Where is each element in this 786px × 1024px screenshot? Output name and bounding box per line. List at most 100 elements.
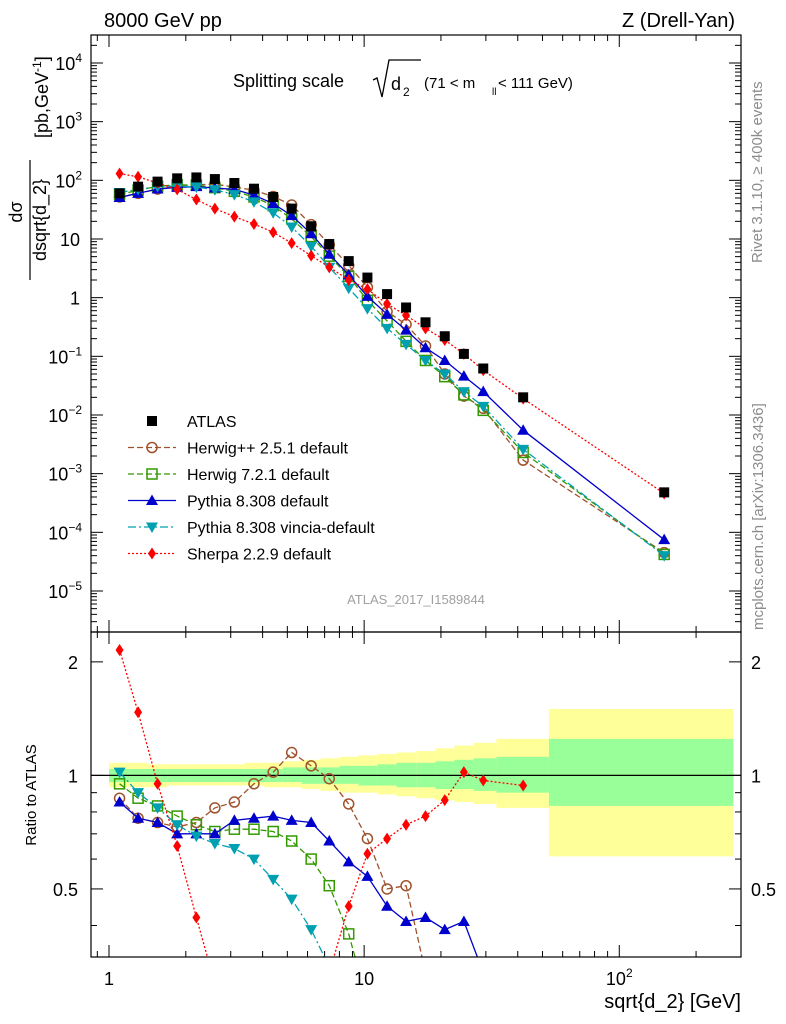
ratio-data-point <box>151 816 164 828</box>
y-tick-label: 10−5 <box>48 579 82 602</box>
data-point <box>268 191 279 202</box>
data-point <box>287 237 296 250</box>
data-point <box>344 273 353 286</box>
ratio-data-point <box>285 814 298 825</box>
legend-entry: Herwig 7.2.1 default <box>128 467 330 484</box>
legend-marker <box>148 547 156 560</box>
ratio-data-point <box>344 900 353 913</box>
data-point <box>134 170 143 183</box>
title-cut-sub: ll <box>492 87 496 98</box>
data-point <box>269 226 278 239</box>
series-pythia-8-308-default <box>113 180 671 545</box>
uncertainty-band-green <box>282 767 302 783</box>
data-point <box>325 261 334 274</box>
legend-label: ATLAS <box>187 414 237 431</box>
svg-text:Splitting scale: Splitting scale <box>233 71 344 91</box>
ratio-data-point <box>267 825 279 838</box>
ratio-y-axis-label: Ratio to ATLAS <box>23 744 40 845</box>
ratio-data-point <box>440 794 449 807</box>
data-point <box>400 339 413 351</box>
x-tick-label: 102 <box>606 966 633 989</box>
data-point <box>478 363 489 374</box>
series-atlas <box>114 172 670 498</box>
data-point <box>477 401 490 413</box>
ratio-data-point <box>342 798 355 810</box>
ratio-data-point <box>267 766 279 778</box>
series-line <box>119 184 665 555</box>
series-line <box>119 185 665 557</box>
main-plot-frame <box>90 34 742 633</box>
uncertainty-band-green <box>473 758 497 791</box>
data-point <box>307 249 316 262</box>
data-point <box>400 324 413 335</box>
ratio-data-point <box>132 812 145 823</box>
ratio-data-point <box>247 812 260 823</box>
y-tick-label: 10−2 <box>48 403 82 426</box>
data-point <box>267 208 280 219</box>
ratio-data-point <box>228 844 241 855</box>
series-pythia-8-308-vincia-default <box>113 181 671 562</box>
ylabel-units-end: ] <box>32 56 52 61</box>
data-point <box>342 283 355 295</box>
data-point <box>659 487 670 498</box>
ratio-data-point <box>113 796 126 807</box>
y-tick-label: 102 <box>55 168 82 191</box>
ratio-y-tick-label-right: 0.5 <box>751 880 776 900</box>
ratio-data-point <box>419 911 432 922</box>
data-point <box>343 256 354 267</box>
legend-label: Pythia 8.308 default <box>187 494 329 511</box>
legend-label: Sherpa 2.2.9 default <box>187 547 332 564</box>
data-point <box>249 218 258 231</box>
ratio-data-point <box>113 767 126 779</box>
ratio-data-point <box>113 778 126 790</box>
data-point <box>419 341 432 353</box>
series-sherpa-2-2-9-default <box>115 167 669 500</box>
ratio-data-point <box>267 874 280 886</box>
ratio-data-point <box>323 879 336 892</box>
data-point <box>267 197 280 209</box>
data-point <box>658 533 671 545</box>
ratio-data-point <box>209 802 221 814</box>
data-point <box>191 172 202 183</box>
ratio-data-point <box>208 827 221 839</box>
mcplots-label: mcplots.cern.ch [arXiv:1306.3436] <box>750 403 767 630</box>
ratio-data-point <box>305 925 318 936</box>
y-tick-label: 10−4 <box>48 520 82 543</box>
data-point <box>133 181 144 192</box>
data-point <box>381 323 394 335</box>
ratio-series-line <box>119 783 356 957</box>
legend-marker <box>146 468 158 480</box>
ratio-data-point <box>247 854 260 866</box>
ratio-data-point <box>323 834 336 846</box>
svg-text:d: d <box>391 74 401 94</box>
ratio-data-point <box>153 777 162 790</box>
data-point <box>361 304 374 315</box>
ratio-data-point <box>228 814 241 825</box>
y-tick-label: 103 <box>55 110 82 133</box>
ratio-data-point <box>211 978 219 990</box>
legend-entry: ATLAS <box>147 414 237 431</box>
legend-marker <box>146 441 158 454</box>
data-point <box>285 209 298 221</box>
uncertainty-band-green <box>548 738 734 806</box>
ratio-series-pythia-8-308-default <box>113 796 489 978</box>
ylabel-units-sup: -1 <box>30 61 44 72</box>
data-point <box>382 289 393 300</box>
legend-marker <box>146 494 158 505</box>
legend-marker <box>146 522 158 533</box>
ratio-data-point <box>477 967 489 978</box>
title-sqrt-var: d <box>391 74 401 94</box>
y-tick-label: 10−1 <box>48 344 82 367</box>
data-point <box>192 193 201 206</box>
data-point <box>361 290 374 301</box>
data-point <box>517 424 530 435</box>
ratio-data-point <box>323 772 336 785</box>
ratio-data-point <box>402 818 411 831</box>
y-tick-label: 10 <box>60 230 80 250</box>
data-point <box>248 183 259 194</box>
data-point <box>172 173 183 184</box>
ratio-series-line <box>119 801 479 957</box>
ratio-series-sherpa-2-2-9-default <box>115 644 528 990</box>
ratio-data-point <box>305 853 317 865</box>
data-point <box>210 202 219 215</box>
